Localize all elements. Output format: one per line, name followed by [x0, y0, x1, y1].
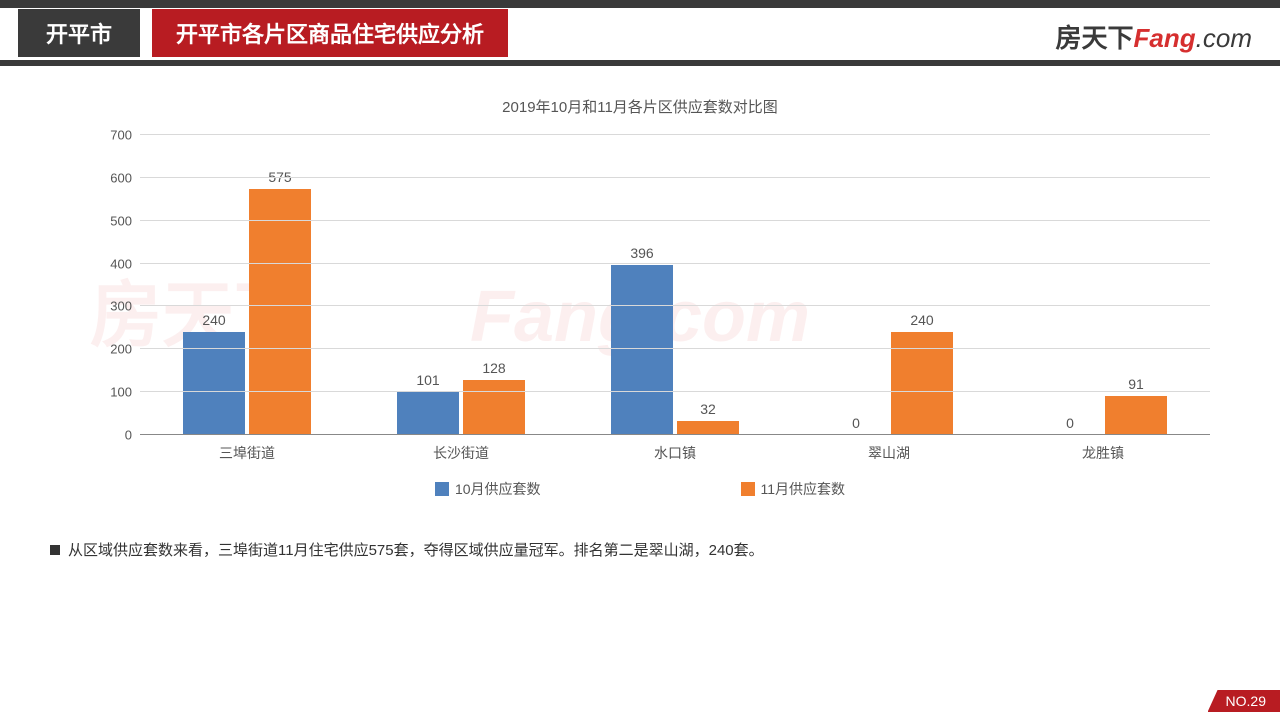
legend-label: 11月供应套数 [761, 479, 846, 499]
bullet-icon [50, 545, 60, 555]
bar-value-label: 396 [630, 245, 653, 261]
y-tick: 700 [110, 128, 132, 143]
bar: 101 [397, 392, 459, 435]
bar: 91 [1105, 396, 1167, 435]
chart-legend: 10月供应套数 11月供应套数 [50, 479, 1230, 499]
bar-group: 396 32 [568, 135, 782, 435]
legend-swatch-icon [741, 482, 755, 496]
x-label: 三埠街道 [140, 435, 354, 463]
chart-title: 2019年10月和11月各片区供应套数对比图 [50, 96, 1230, 117]
x-label: 龙胜镇 [996, 435, 1210, 463]
y-tick: 200 [110, 342, 132, 357]
y-tick: 400 [110, 256, 132, 271]
grid-line [140, 134, 1210, 135]
grid-line [140, 263, 1210, 264]
bar-group: 0 240 [782, 135, 996, 435]
y-tick: 600 [110, 170, 132, 185]
x-label: 长沙街道 [354, 435, 568, 463]
grid-line [140, 305, 1210, 306]
x-label: 水口镇 [568, 435, 782, 463]
bar-value-label: 128 [482, 360, 505, 376]
bar: 128 [463, 380, 525, 435]
x-axis-labels: 三埠街道长沙街道水口镇翠山湖龙胜镇 [140, 435, 1210, 463]
header-divider [0, 60, 1280, 66]
grid-line [140, 177, 1210, 178]
grid-line [140, 348, 1210, 349]
bar-value-label: 91 [1128, 376, 1144, 392]
y-axis: 0100200300400500600700 [90, 135, 140, 435]
bar: 32 [677, 421, 739, 435]
bar-group: 0 91 [996, 135, 1210, 435]
bar-value-label: 32 [700, 401, 716, 417]
logo-cn: 房天下 [1056, 23, 1134, 53]
bar-value-label: 240 [202, 312, 225, 328]
bar-value-label: 101 [416, 372, 439, 388]
bar-group: 101128 [354, 135, 568, 435]
header: 开平市 开平市各片区商品住宅供应分析 房天下Fang.com [0, 8, 1280, 58]
bar-value-label: 240 [910, 312, 933, 328]
bar: 575 [249, 189, 311, 435]
top-strip [0, 0, 1280, 8]
bar: 396 [611, 265, 673, 435]
logo-red: Fang [1134, 23, 1196, 53]
legend-swatch-icon [435, 482, 449, 496]
bar-value-label: 0 [1066, 415, 1074, 431]
bar-group: 240 575 [140, 135, 354, 435]
legend-item: 11月供应套数 [741, 479, 846, 499]
city-badge: 开平市 [18, 9, 140, 57]
chart-plot: 0100200300400500600700 24057510112839632… [140, 135, 1210, 435]
grid-line [140, 391, 1210, 392]
y-tick: 300 [110, 299, 132, 314]
chart-container: 房天下 Fang.com 2019年10月和11月各片区供应套数对比图 0100… [50, 96, 1230, 499]
legend-item: 10月供应套数 [435, 479, 541, 499]
x-label: 翠山湖 [782, 435, 996, 463]
page-number-tag: NO.29 [1208, 690, 1280, 712]
summary-text: 从区域供应套数来看，三埠街道11月住宅供应575套，夺得区域供应量冠军。排名第二… [50, 539, 1230, 560]
logo-domain: .com [1196, 23, 1252, 53]
summary-body: 从区域供应套数来看，三埠街道11月住宅供应575套，夺得区域供应量冠军。排名第二… [68, 539, 764, 560]
y-tick: 500 [110, 213, 132, 228]
bar-value-label: 0 [852, 415, 860, 431]
brand-logo: 房天下Fang.com [1056, 18, 1252, 55]
x-baseline [140, 434, 1210, 435]
title-badge: 开平市各片区商品住宅供应分析 [152, 9, 508, 57]
bars-area: 240575101128396320240091 [140, 135, 1210, 435]
grid-line [140, 220, 1210, 221]
y-tick: 100 [110, 385, 132, 400]
legend-label: 10月供应套数 [455, 479, 541, 499]
y-tick: 0 [125, 428, 132, 443]
